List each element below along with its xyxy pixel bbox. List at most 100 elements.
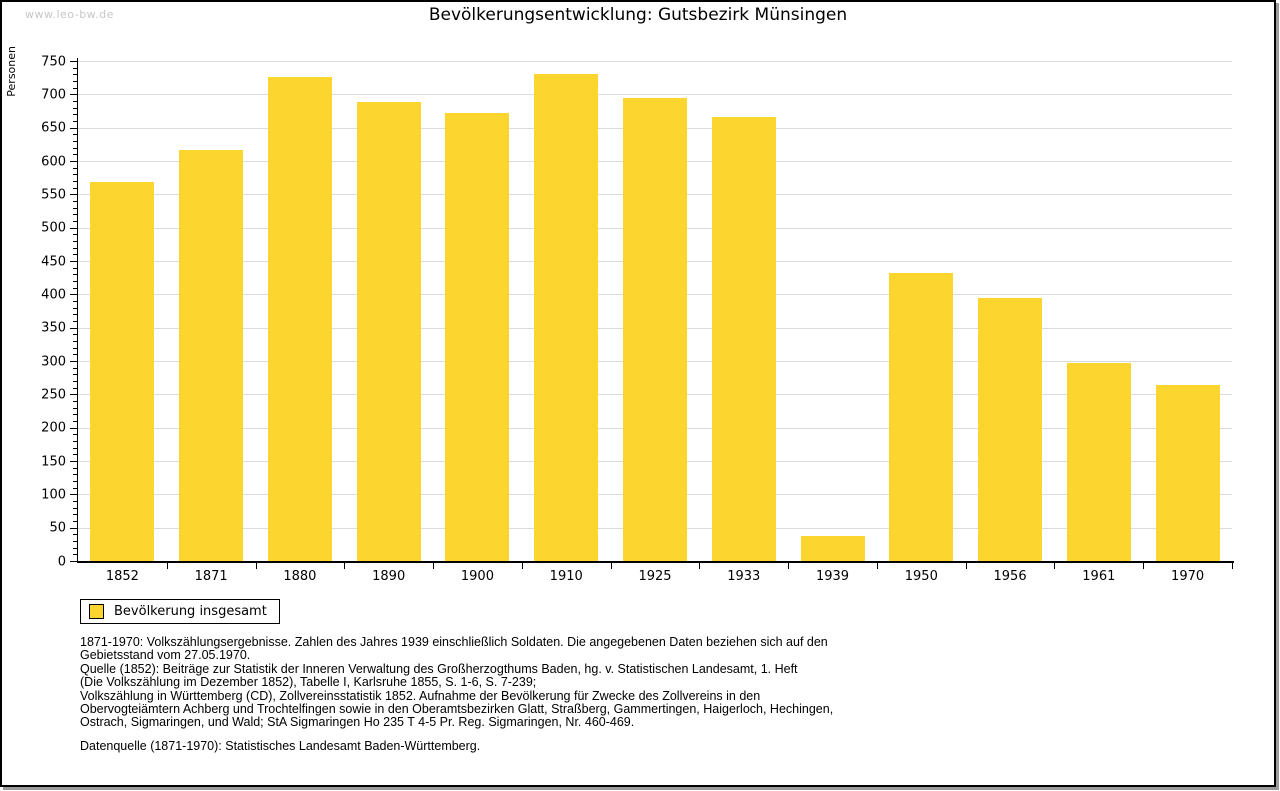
y-tick-label-300: 300 [41,354,66,369]
source-note: 1871-1970: Volkszählungsergebnisse. Zahl… [80,635,834,730]
y-major-tick-50 [70,527,77,529]
legend-swatch-icon [89,604,104,619]
y-minor-tick-310 [73,354,77,356]
x-boundary-tick-7 [699,563,701,569]
y-minor-tick-560 [73,187,77,189]
bar-1890 [356,102,421,561]
y-minor-tick-320 [73,347,77,349]
bar-1852 [90,182,155,561]
y-minor-tick-120 [73,481,77,482]
x-tick-label-1900: 1900 [460,569,494,584]
y-tick-label-650: 650 [41,120,66,136]
note-line: Datenquelle (1871-1970): Statistisches L… [80,738,481,753]
y-minor-tick-740 [73,67,77,69]
y-tick-label-750: 750 [41,54,66,69]
y-minor-tick-410 [73,287,77,289]
bar-1956 [978,298,1043,561]
y-minor-tick-710 [73,87,77,89]
y-minor-tick-570 [73,181,77,182]
note-line: Volkszählung in Württemberg (CD), Zollve… [80,688,761,703]
y-minor-tick-480 [73,241,77,242]
x-tick-label-1910: 1910 [549,569,583,584]
x-tick-label-1950: 1950 [904,569,938,584]
x-tick-label-1925: 1925 [638,569,672,584]
bar-1939 [800,536,865,561]
y-minor-tick-340 [73,334,77,336]
x-tick-label-1956: 1956 [993,569,1027,584]
y-minor-tick-720 [73,81,77,82]
y-minor-tick-70 [73,514,77,516]
y-major-tick-500 [70,227,77,229]
note-line: (Die Volkszählung im Dezember 1852), Tab… [80,675,537,690]
y-minor-tick-520 [73,214,77,216]
bar-1900 [445,113,510,561]
note-line: Obervogteiämtern Achberg und Trochtelfin… [80,702,834,717]
y-tick-label-150: 150 [41,454,66,469]
y-major-tick-650 [70,127,77,129]
x-boundary-tick-13 [1232,563,1233,569]
x-boundary-tick-2 [255,563,257,569]
x-tick-label-1939: 1939 [815,569,850,584]
x-boundary-tick-6 [610,563,612,569]
y-minor-tick-170 [73,447,77,449]
y-minor-tick-290 [73,367,77,369]
y-minor-tick-330 [73,341,77,342]
y-major-tick-0 [70,561,77,562]
y-minor-tick-240 [73,401,77,402]
y-minor-tick-370 [73,314,77,316]
y-minor-tick-680 [73,107,77,109]
x-boundary-tick-10 [965,563,967,569]
x-boundary-tick-3 [344,563,346,569]
y-minor-tick-620 [73,147,77,149]
y-minor-tick-660 [73,121,77,122]
y-minor-tick-90 [73,501,77,502]
y-minor-tick-390 [73,301,77,302]
y-major-tick-250 [70,394,77,396]
y-tick-label-250: 250 [41,387,66,403]
y-major-tick-350 [70,327,77,329]
y-tick-label-200: 200 [41,420,66,436]
y-minor-tick-190 [73,434,77,436]
y-minor-tick-590 [73,167,77,169]
y-minor-tick-420 [73,281,77,282]
y-minor-tick-510 [73,221,77,222]
y-axis-title: Personen [5,46,18,97]
y-minor-tick-180 [73,441,77,442]
y-minor-tick-30 [73,541,77,542]
x-tick-label-1961: 1961 [1082,569,1116,584]
y-minor-tick-670 [73,114,77,116]
y-major-tick-300 [70,361,77,362]
y-tick-label-350: 350 [41,320,66,336]
y-minor-tick-20 [73,547,77,549]
y-minor-tick-460 [73,254,77,256]
y-minor-tick-210 [73,421,77,422]
y-major-tick-450 [70,261,77,262]
x-tick-label-1890: 1890 [372,569,406,584]
y-minor-tick-10 [73,554,77,556]
bar-1961 [1066,363,1131,561]
y-tick-label-100: 100 [41,487,66,503]
y-minor-tick-380 [73,307,77,309]
y-minor-tick-80 [73,507,77,509]
bar-1880 [267,77,332,561]
y-minor-tick-260 [73,387,77,389]
y-major-tick-400 [70,294,77,296]
x-tick-label-1970: 1970 [1171,569,1205,584]
y-minor-tick-690 [73,101,77,102]
chart-title: Bevölkerungsentwicklung: Gutsbezirk Müns… [428,5,848,25]
y-tick-label-0: 0 [57,554,66,569]
y-minor-tick-130 [73,474,77,476]
y-minor-tick-730 [73,74,77,76]
y-tick-label-450: 450 [41,254,66,269]
x-axis-line [77,561,1234,563]
y-major-tick-100 [70,494,77,496]
x-boundary-tick-12 [1143,563,1145,569]
y-minor-tick-270 [73,381,77,382]
y-major-tick-150 [70,461,77,462]
y-major-tick-700 [70,94,77,96]
y-minor-tick-580 [73,174,77,176]
x-boundary-tick-9 [876,563,878,569]
y-major-tick-200 [70,427,77,429]
y-minor-tick-140 [73,467,77,469]
